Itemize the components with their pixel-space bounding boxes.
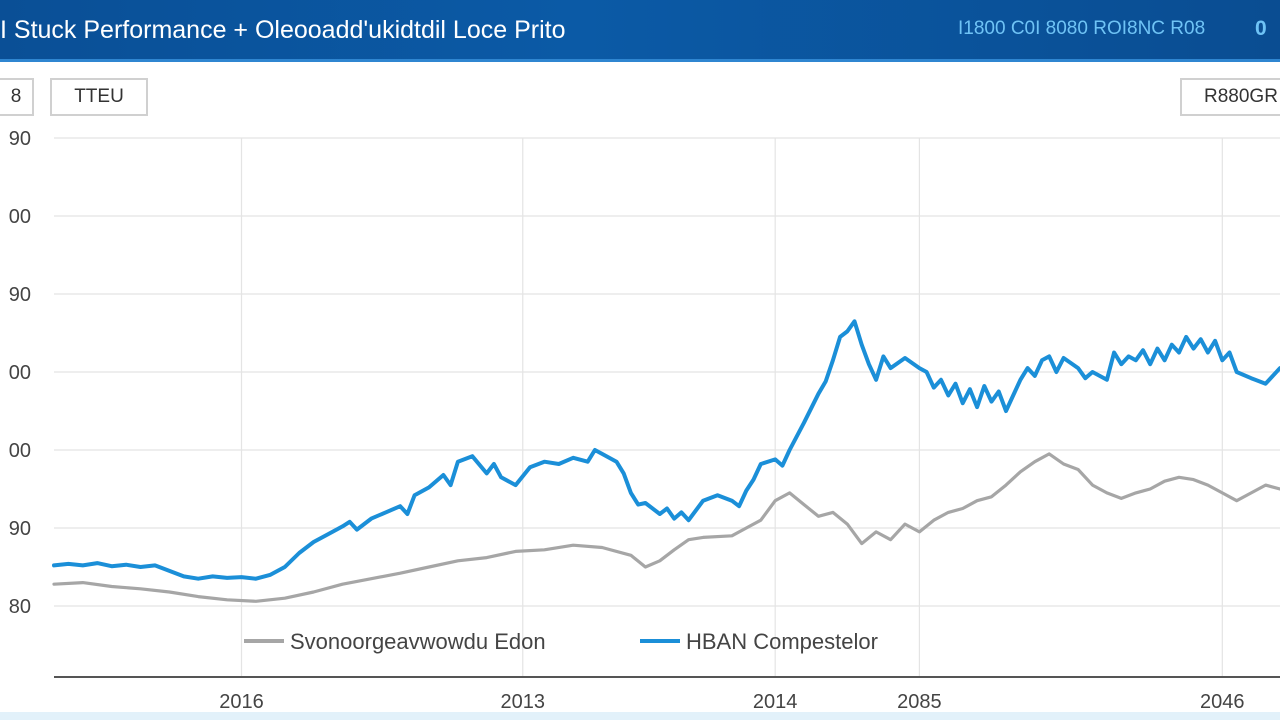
x-tick-label: 2014	[753, 691, 798, 713]
x-tick-label: 2013	[501, 691, 546, 713]
bottom-strip	[0, 712, 1280, 720]
series-line-benchmark	[52, 452, 1280, 603]
left-control-button[interactable]: 8	[0, 78, 34, 116]
y-tick-label: 80	[9, 596, 31, 618]
series-line-main	[52, 319, 1280, 581]
x-tick-label: 2046	[1200, 691, 1245, 713]
header-icon[interactable]: 0	[1255, 17, 1267, 40]
y-tick-label: 00	[9, 440, 31, 462]
header-link[interactable]: I1800 C0I 8080 ROI8NC R08	[958, 18, 1206, 39]
x-tick-label: 2085	[897, 691, 942, 713]
legend-label: HBAN Compestelor	[686, 629, 878, 654]
legend-label: Svonoorgeavwowdu Edon	[290, 629, 546, 654]
y-tick-label: 90	[9, 284, 31, 306]
ticker-button[interactable]: TTEU	[50, 78, 148, 116]
x-tick-label: 2016	[219, 691, 264, 713]
y-tick-label: 00	[9, 206, 31, 228]
title-bar: I Stuck Performance + Oleooadd'ukidtdil …	[0, 0, 1280, 62]
y-tick-label: 90	[9, 518, 31, 540]
page-title: I Stuck Performance + Oleooadd'ukidtdil …	[0, 16, 566, 44]
y-tick-label: 90	[9, 128, 31, 150]
range-button[interactable]: R880GR	[1180, 78, 1280, 116]
y-tick-label: 00	[9, 362, 31, 384]
